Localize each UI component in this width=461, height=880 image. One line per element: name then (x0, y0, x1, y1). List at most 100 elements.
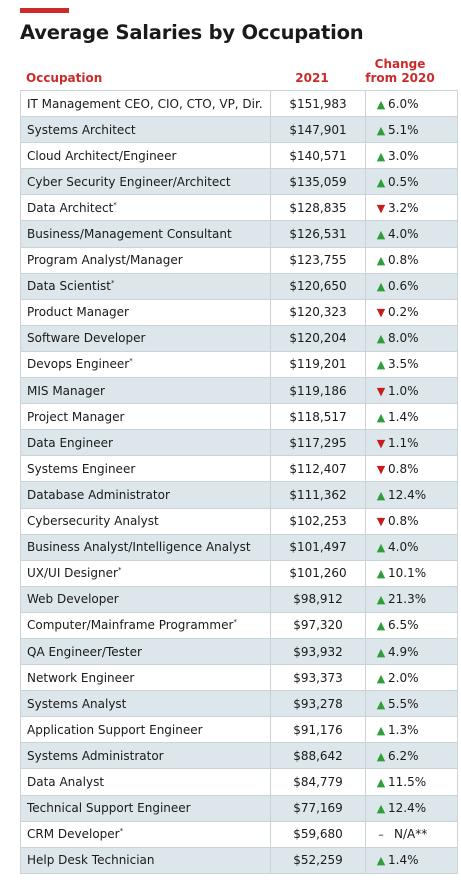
change-cell: ▲ 5.1% (365, 116, 458, 144)
change-cell: ▼ 1.0% (365, 377, 458, 405)
occupation-label: UX/UI Designer (27, 566, 118, 581)
salary-cell: $120,323 (270, 298, 366, 326)
table-row: Software Developer $120,204 ▲ 8.0% (20, 324, 458, 352)
occupation-label: Web Developer (27, 592, 119, 607)
table-row: Database Administrator $111,362 ▲ 12.4% (20, 481, 458, 509)
occupation-label: Help Desk Technician (27, 853, 155, 868)
occupation-label: Software Developer (27, 331, 146, 346)
occupation-label: Computer/Mainframe Programmer (27, 618, 234, 633)
salary-cell: $59,680 (270, 820, 366, 848)
triangle-up-icon: ▲ (376, 280, 386, 294)
table-row: Systems Architect $147,901 ▲ 5.1% (20, 116, 458, 144)
salary-cell: $123,755 (270, 246, 366, 274)
salary-cell: $93,373 (270, 664, 366, 692)
occupation-cell: Technical Support Engineer (20, 794, 271, 822)
occupation-cell: Project Manager (20, 403, 271, 431)
table-row: Product Manager $120,323 ▼ 0.2% (20, 298, 458, 326)
triangle-up-icon: ▲ (376, 175, 386, 189)
table-row: Program Analyst/Manager $123,755 ▲ 0.8% (20, 246, 458, 274)
salary-cell: $77,169 (270, 794, 366, 822)
change-value: 0.8% (388, 253, 419, 268)
change-value: 3.0% (388, 148, 419, 163)
change-value: 0.8% (388, 461, 419, 476)
change-cell: ▲ 11.5% (365, 768, 458, 796)
footnote-mark: * (233, 618, 237, 627)
occupation-cell: Business Analyst/Intelligence Analyst (20, 533, 271, 561)
change-value: 0.6% (388, 279, 419, 294)
occupation-cell: Computer/Mainframe Programmer* (20, 611, 271, 639)
salary-cell: $102,253 (270, 507, 366, 535)
occupation-label: Technical Support Engineer (27, 801, 191, 816)
change-cell: ▲ 0.6% (365, 272, 458, 300)
table-row: Systems Administrator $88,642 ▲ 6.2% (20, 742, 458, 770)
table-row: Help Desk Technician $52,259 ▲ 1.4% (20, 846, 458, 874)
change-value: 4.9% (388, 644, 419, 659)
change-value: 6.0% (388, 96, 419, 111)
occupation-cell: Devops Engineer* (20, 350, 271, 379)
header-year: 2021 (295, 71, 329, 85)
triangle-up-icon: ▲ (376, 567, 386, 581)
change-cell: ▲ 6.0% (365, 89, 458, 118)
occupation-cell: Cloud Architect/Engineer (20, 142, 271, 170)
occupation-cell: QA Engineer/Tester (20, 637, 271, 666)
change-cell: ▼ 1.1% (365, 429, 458, 457)
footnote-mark: * (119, 827, 124, 836)
occupation-cell: Data Scientist* (20, 272, 271, 300)
change-value: 1.4% (388, 853, 419, 868)
change-value: N/A** (394, 827, 428, 842)
table-row: Devops Engineer* $119,201 ▲ 3.5% (20, 350, 458, 379)
occupation-label: Program Analyst/Manager (27, 253, 183, 268)
table-row: Systems Engineer $112,407 ▼ 0.8% (20, 455, 458, 483)
occupation-cell: CRM Developer* (20, 820, 271, 848)
triangle-up-icon: ▲ (376, 358, 386, 372)
triangle-up-icon: ▲ (376, 723, 386, 737)
occupation-cell: Data Analyst (20, 768, 271, 796)
occupation-label: Systems Architect (27, 122, 136, 137)
change-value: 6.2% (388, 748, 419, 763)
salary-cell: $88,642 (270, 742, 366, 770)
occupation-label: Data Analyst (27, 774, 105, 789)
change-value: 12.4% (388, 487, 427, 502)
occupation-label: Cloud Architect/Engineer (27, 148, 177, 163)
triangle-up-icon: ▲ (376, 332, 386, 346)
salary-cell: $118,517 (270, 403, 366, 431)
table-row: Computer/Mainframe Programmer* $97,320 ▲ 6.… (20, 611, 458, 639)
table-row: Data Scientist* $120,650 ▲ 0.6% (20, 272, 458, 300)
header-occupation: Occupation (26, 71, 103, 85)
salary-cell: $101,260 (270, 559, 366, 587)
occupation-cell: Product Manager (20, 298, 271, 326)
occupation-label: Data Scientist (27, 279, 111, 294)
change-value: 21.3% (388, 592, 427, 607)
occupation-label: Product Manager (27, 305, 129, 320)
change-cell: ▲ 12.4% (365, 481, 458, 509)
change-cell: ▲ 10.1% (365, 559, 458, 587)
occupation-cell: Help Desk Technician (20, 846, 271, 874)
change-cell: ▲ 6.2% (365, 742, 458, 770)
table-row: MIS Manager $119,186 ▼ 1.0% (20, 377, 458, 405)
table-row: Cybersecurity Analyst $102,253 ▼ 0.8% (20, 507, 458, 535)
triangle-down-icon: ▼ (376, 462, 386, 476)
salary-cell: $126,531 (270, 220, 366, 248)
change-cell: ▲ 4.0% (365, 533, 458, 561)
change-value: 3.2% (388, 200, 419, 215)
change-cell: ▲ 5.5% (365, 690, 458, 718)
salary-cell: $98,912 (270, 585, 366, 613)
triangle-up-icon: ▲ (376, 254, 386, 268)
triangle-up-icon: ▲ (376, 671, 386, 685)
occupation-cell: Application Support Engineer (20, 716, 271, 744)
footnote-mark: * (117, 566, 122, 575)
table-row: Systems Analyst $93,278 ▲ 5.5% (20, 690, 458, 718)
table-row: QA Engineer/Tester $93,932 ▲ 4.9% (20, 637, 458, 666)
occupation-label: MIS Manager (27, 383, 105, 398)
occupation-label: QA Engineer/Tester (27, 644, 142, 659)
triangle-up-icon: ▲ (376, 488, 386, 502)
header-change-line1: Change (374, 57, 426, 71)
occupation-label: Network Engineer (27, 670, 135, 685)
occupation-cell: Cyber Security Engineer/Architect (20, 168, 271, 196)
triangle-down-icon: ▼ (376, 384, 386, 398)
change-value: 0.5% (388, 174, 419, 189)
salary-cell: $117,295 (270, 429, 366, 457)
salary-cell: $52,259 (270, 846, 366, 874)
footnote-mark: * (113, 200, 117, 209)
occupation-label: Cybersecurity Analyst (27, 514, 159, 529)
